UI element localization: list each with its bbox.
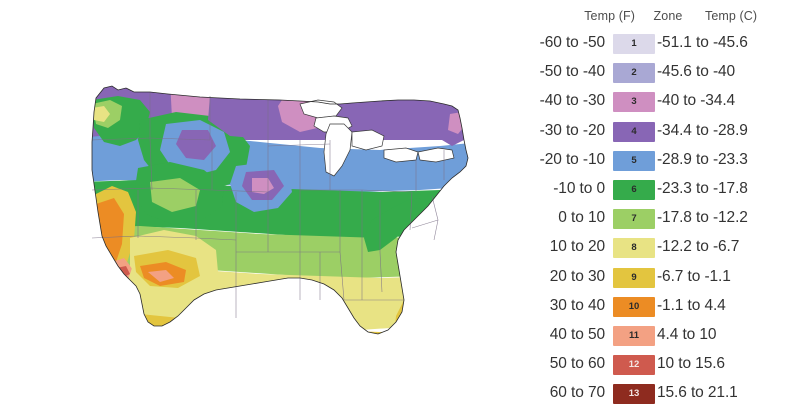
legend-row: 20 to 30 9 -6.7 to -1.1 bbox=[520, 264, 800, 293]
legend-fahrenheit-range: 20 to 30 bbox=[549, 267, 605, 285]
legend-row: -40 to -30 3 -40 to -34.4 bbox=[520, 88, 800, 117]
legend-fahrenheit-range: 0 to 10 bbox=[558, 209, 605, 227]
legend-zone-number: 3 bbox=[631, 96, 637, 108]
legend-row: -20 to -10 5 -28.9 to -23.3 bbox=[520, 147, 800, 176]
zone-patch-phoenix-11 bbox=[148, 270, 174, 282]
legend-fahrenheit-range: -10 to 0 bbox=[553, 179, 605, 197]
legend-header-fahrenheit: Temp (F) bbox=[584, 9, 635, 23]
legend-fahrenheit-range: 30 to 40 bbox=[549, 296, 605, 314]
zone-patch-colorado-3 bbox=[252, 178, 274, 194]
legend-zone-number: 11 bbox=[628, 329, 640, 341]
zone-patch-appalachia-6 bbox=[364, 198, 424, 252]
legend-zone-number: 12 bbox=[628, 359, 640, 371]
legend-zone-number: 4 bbox=[631, 125, 637, 137]
legend-zone-swatch: 5 bbox=[613, 150, 655, 171]
legend-row: -10 to 0 6 -23.3 to -17.8 bbox=[520, 176, 800, 205]
legend-zone-swatch: 1 bbox=[613, 34, 655, 54]
legend-celsius-range: -17.8 to -12.2 bbox=[657, 209, 748, 227]
legend-row: -50 to -40 2 -45.6 to -40 bbox=[520, 59, 800, 88]
legend-fahrenheit-range: 10 to 20 bbox=[549, 238, 605, 256]
legend-zone-swatch: 8 bbox=[613, 238, 655, 259]
legend-fahrenheit-range: -30 to -20 bbox=[539, 121, 605, 139]
legend-zone-swatch: 3 bbox=[613, 92, 655, 113]
legend-zone-number: 7 bbox=[631, 213, 637, 225]
legend-row: 0 to 10 7 -17.8 to -12.2 bbox=[520, 205, 800, 234]
legend-fahrenheit-range: -50 to -40 bbox=[539, 63, 605, 81]
legend-celsius-range: -28.9 to -23.3 bbox=[657, 150, 748, 168]
legend-row: 30 to 40 10 -1.1 to 4.4 bbox=[520, 293, 800, 322]
legend-row: 60 to 70 13 15.6 to 21.1 bbox=[520, 380, 800, 409]
legend-celsius-range: -40 to -34.4 bbox=[657, 92, 736, 110]
legend-header-zone: Zone bbox=[653, 9, 683, 23]
legend-zone-swatch: 11 bbox=[613, 325, 655, 346]
legend-row: 40 to 50 11 4.4 to 10 bbox=[520, 322, 800, 351]
map-panel bbox=[91, 85, 469, 335]
legend-celsius-range: -1.1 to 4.4 bbox=[657, 296, 726, 314]
legend-fahrenheit-range: 40 to 50 bbox=[549, 325, 605, 343]
legend-zone-number: 10 bbox=[628, 300, 640, 312]
legend-zone-number: 6 bbox=[631, 183, 637, 195]
zone-patch-rockies-4 bbox=[176, 130, 216, 160]
legend-celsius-range: 15.6 to 21.1 bbox=[657, 384, 738, 402]
zone-patch-basin-7 bbox=[150, 178, 200, 212]
us-outline bbox=[91, 85, 469, 335]
legend-header-celsius: Temp (C) bbox=[705, 9, 758, 23]
legend-celsius-range: -45.6 to -40 bbox=[657, 63, 736, 81]
legend-zone-swatch: 7 bbox=[613, 209, 655, 230]
legend-row: 50 to 60 12 10 to 15.6 bbox=[520, 351, 800, 380]
legend-row: 10 to 20 8 -12.2 to -6.7 bbox=[520, 234, 800, 263]
legend-fahrenheit-range: -20 to -10 bbox=[539, 150, 605, 168]
legend-celsius-range: 10 to 15.6 bbox=[657, 355, 725, 373]
state-boundaries bbox=[91, 92, 445, 318]
legend-zone-swatch: 2 bbox=[613, 63, 655, 84]
legend-zone-swatch: 9 bbox=[613, 267, 655, 288]
legend-zone-number: 9 bbox=[631, 271, 637, 283]
great-lakes bbox=[299, 99, 455, 177]
legend-zone-swatch: 10 bbox=[613, 296, 655, 317]
us-hardiness-map bbox=[91, 85, 469, 335]
legend-fahrenheit-range: 50 to 60 bbox=[549, 355, 605, 373]
legend-celsius-range: -23.3 to -17.8 bbox=[657, 179, 748, 197]
legend-fahrenheit-range: 60 to 70 bbox=[549, 384, 605, 402]
zone-legend: Temp (F) Zone Temp (C) -60 to -50 1 -51.1 … bbox=[520, 0, 800, 411]
legend-zone-number: 1 bbox=[631, 38, 637, 49]
legend-row: -60 to -50 1 -51.1 to -45.6 bbox=[520, 30, 800, 59]
legend-zone-swatch: 12 bbox=[613, 355, 655, 376]
legend-fahrenheit-range: -60 to -50 bbox=[539, 34, 605, 51]
legend-zone-swatch: 13 bbox=[613, 384, 655, 405]
legend-zone-number: 2 bbox=[631, 67, 637, 79]
legend-celsius-range: 4.4 to 10 bbox=[657, 325, 717, 343]
legend-row: -30 to -20 4 -34.4 to -28.9 bbox=[520, 118, 800, 147]
legend-header-row: Temp (F) Zone Temp (C) bbox=[520, 9, 800, 29]
legend-fahrenheit-range: -40 to -30 bbox=[539, 92, 605, 110]
legend-zone-number: 13 bbox=[628, 388, 640, 400]
legend-zone-swatch: 4 bbox=[613, 121, 655, 142]
legend-celsius-range: -6.7 to -1.1 bbox=[657, 267, 731, 285]
legend-celsius-range: -51.1 to -45.6 bbox=[657, 34, 748, 51]
legend-rows: -60 to -50 1 -51.1 to -45.6 -50 to -40 2 -45.… bbox=[520, 30, 800, 409]
legend-zone-number: 5 bbox=[631, 154, 637, 166]
legend-celsius-range: -34.4 to -28.9 bbox=[657, 121, 748, 139]
legend-celsius-range: -12.2 to -6.7 bbox=[657, 238, 740, 256]
zone-patch-coast-8 bbox=[92, 106, 110, 122]
legend-zone-swatch: 6 bbox=[613, 179, 655, 200]
legend-zone-number: 8 bbox=[631, 242, 637, 254]
